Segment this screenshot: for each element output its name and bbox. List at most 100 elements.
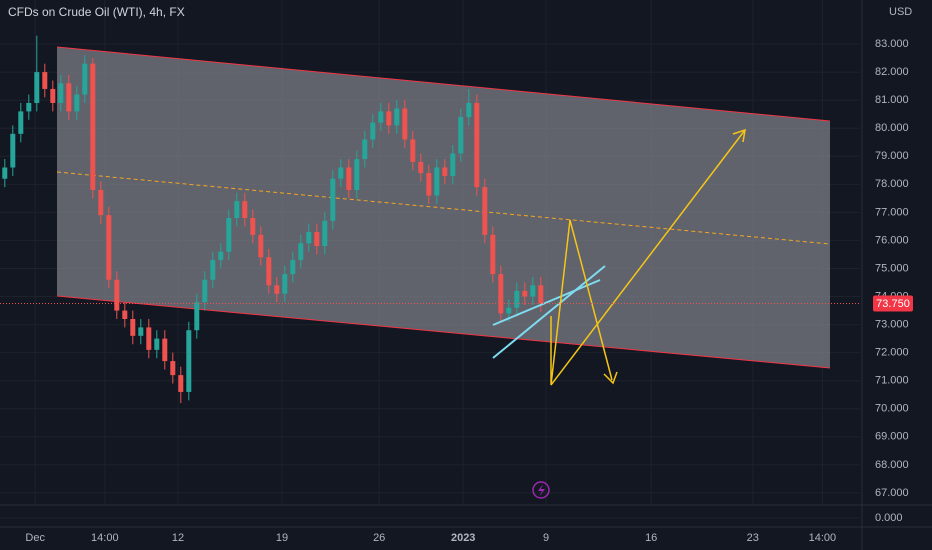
- candle-body: [514, 290, 520, 308]
- candle-body: [274, 285, 280, 294]
- candle-body: [202, 279, 208, 303]
- candle-body: [434, 167, 440, 196]
- candle-body: [186, 330, 192, 392]
- projection-zigzag: [550, 219, 613, 386]
- candle-body: [162, 338, 168, 362]
- x-tick-label: 26: [373, 532, 385, 544]
- candle-body: [266, 257, 272, 286]
- candle-body: [482, 187, 488, 235]
- candle-body: [226, 217, 232, 252]
- candle-body: [98, 189, 104, 216]
- y-tick-label: 67.000: [875, 487, 909, 499]
- y-tick-label: 72.000: [875, 347, 909, 359]
- y-tick-label: 69.000: [875, 431, 909, 443]
- y-tick-label: 78.000: [875, 178, 909, 190]
- candle-body: [442, 167, 448, 176]
- candle-body: [58, 83, 64, 103]
- x-tick-label: 14:00: [91, 532, 119, 544]
- candle-body: [66, 83, 72, 112]
- x-tick-label: 23: [747, 532, 759, 544]
- candle-body: [210, 260, 216, 280]
- event-icon-bolt: [538, 484, 545, 497]
- candle-body: [2, 167, 8, 179]
- candle-body: [298, 243, 304, 261]
- candle-body: [506, 307, 512, 314]
- channel-upper: [56, 46, 831, 122]
- candle-body: [218, 251, 224, 261]
- candle-body: [498, 274, 504, 314]
- candle-body: [74, 94, 80, 112]
- candle-body: [106, 215, 112, 280]
- y-tick-label: 80.000: [875, 122, 909, 134]
- candle-body: [394, 108, 400, 126]
- candle-body: [250, 217, 256, 235]
- trend-line: [492, 279, 601, 326]
- candle-body: [42, 72, 48, 89]
- y-tick-label: 73.000: [875, 319, 909, 331]
- x-tick-label: 19: [276, 532, 288, 544]
- x-tick-label: Dec: [25, 532, 45, 544]
- candle-body: [370, 122, 376, 140]
- x-tick-label: 2023: [451, 532, 475, 544]
- arrow-head: [732, 128, 746, 143]
- candle-body: [242, 201, 248, 218]
- candle-body: [290, 260, 296, 275]
- event-icon[interactable]: [532, 481, 550, 499]
- y-tick-label: 70.000: [875, 403, 909, 415]
- candle-body: [122, 310, 128, 319]
- candle-body: [490, 234, 496, 275]
- arrow-head: [603, 371, 618, 385]
- candle-body: [338, 167, 344, 179]
- candle-body: [362, 139, 368, 160]
- y-tick-label: 75.000: [875, 262, 909, 274]
- candle-body: [258, 234, 264, 258]
- y-axis-label: USD: [889, 6, 912, 18]
- candle-body: [34, 72, 40, 103]
- projection-arrow: [550, 129, 746, 386]
- candle-body: [466, 102, 472, 117]
- candle-body: [234, 201, 240, 218]
- y-tick-label: 68.000: [875, 459, 909, 471]
- x-tick-label: 16: [645, 532, 657, 544]
- candle-body: [170, 361, 176, 376]
- candle-body: [322, 220, 328, 247]
- last-price-tag: [873, 295, 913, 312]
- y-tick-label: 71.000: [875, 375, 909, 387]
- candle-body: [90, 63, 96, 190]
- channel-lower: [56, 295, 831, 369]
- y-tick-label: 81.000: [875, 94, 909, 106]
- candle-body: [386, 111, 392, 126]
- candle-body: [138, 327, 144, 336]
- channel-midline: [56, 171, 831, 245]
- chart-title: CFDs on Crude Oil (WTI), 4h, FX: [8, 5, 185, 19]
- candle-body: [354, 159, 360, 190]
- candle-body: [378, 111, 384, 123]
- candle-body: [458, 116, 464, 154]
- candle-body: [194, 302, 200, 331]
- candle-body: [18, 111, 24, 134]
- candle-body: [114, 279, 120, 311]
- last-price-label: 73.750: [876, 298, 910, 310]
- candle-body: [82, 63, 88, 95]
- lower-pane-tick-label: 0.000: [875, 512, 903, 524]
- candle-body: [282, 274, 288, 294]
- y-tick-label: 76.000: [875, 234, 909, 246]
- candle-body: [410, 139, 416, 162]
- y-tick-label: 82.000: [875, 66, 909, 78]
- candle-body: [402, 108, 408, 140]
- y-tick-label: 79.000: [875, 150, 909, 162]
- candle-body: [10, 133, 16, 168]
- candle-body: [50, 88, 56, 103]
- candle-body: [530, 285, 536, 297]
- candles: [2, 35, 544, 404]
- candle-body: [314, 232, 320, 247]
- y-tick-label: 83.000: [875, 38, 909, 50]
- candle-body: [178, 375, 184, 392]
- x-tick-label: 14:00: [809, 532, 837, 544]
- x-tick-label: 9: [543, 532, 549, 544]
- candle-body: [522, 290, 528, 297]
- x-tick-label: 12: [172, 532, 184, 544]
- candle-body: [330, 178, 336, 221]
- candle-body: [450, 153, 456, 176]
